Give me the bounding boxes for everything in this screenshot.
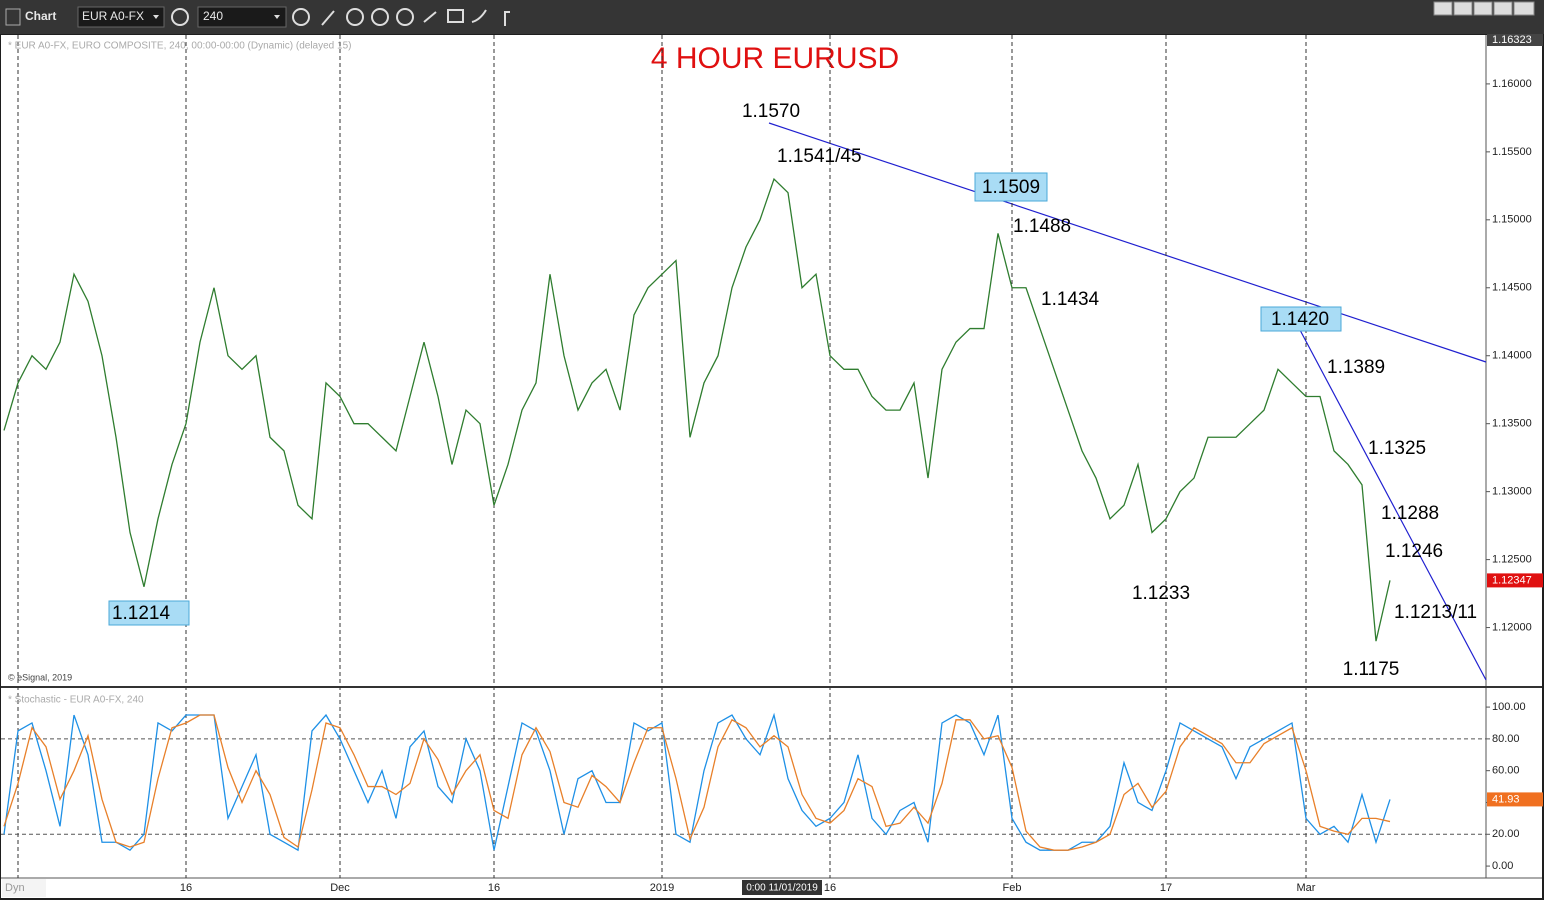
link-tool[interactable] bbox=[423, 11, 437, 23]
annotation: 1.1488 bbox=[1013, 216, 1071, 237]
y-tick-label: 1.14000 bbox=[1492, 350, 1532, 362]
draw-tool[interactable] bbox=[321, 10, 335, 26]
x-tick-label: 16 bbox=[824, 882, 836, 894]
interval[interactable]: 240 bbox=[203, 9, 223, 23]
mode: Dyn bbox=[5, 882, 25, 894]
last-value-badge bbox=[1487, 573, 1543, 588]
annotation: 1.1175 bbox=[1343, 659, 1400, 680]
annotation: 1.1434 bbox=[1041, 289, 1100, 310]
y-tick-label: 1.15000 bbox=[1492, 214, 1532, 226]
chart-icon bbox=[5, 8, 21, 26]
last-value-label: 41.93 bbox=[1492, 793, 1520, 805]
x-tick-label: Dec bbox=[330, 882, 350, 894]
maximize-button[interactable] bbox=[1493, 1, 1513, 16]
close-button[interactable] bbox=[1513, 1, 1535, 16]
source: © eSignal, 2019 bbox=[8, 672, 72, 682]
time-button[interactable] bbox=[292, 8, 310, 26]
y-tick-label: 1.13500 bbox=[1492, 418, 1532, 430]
annotation: 1.1233 bbox=[1132, 583, 1190, 604]
symbol[interactable]: EUR A0-FX bbox=[82, 9, 144, 23]
data-line bbox=[3, 714, 1391, 851]
last-value-badge bbox=[1487, 792, 1543, 807]
y-tick-label: 20.00 bbox=[1492, 828, 1520, 840]
annotation: 1.1420 bbox=[1271, 309, 1329, 330]
annotation: 1.1541/45 bbox=[777, 146, 862, 167]
annotation: 1.1214 bbox=[112, 603, 171, 624]
data-line bbox=[3, 177, 1391, 642]
y-tick-label: 1.12000 bbox=[1492, 621, 1532, 633]
y-tick-label: 100.00 bbox=[1492, 701, 1526, 713]
top-badge bbox=[1487, 34, 1543, 46]
x-tick-label: 17 bbox=[1160, 882, 1172, 894]
study-tool[interactable] bbox=[346, 8, 364, 26]
y-tick-label: 0.00 bbox=[1492, 860, 1513, 872]
x-tick-label: 16 bbox=[488, 882, 500, 894]
symbol-box[interactable] bbox=[77, 6, 165, 28]
status-strip bbox=[2, 879, 46, 897]
chart-area bbox=[1, 35, 1542, 898]
dropdown-arrow[interactable] bbox=[153, 15, 159, 19]
annotation: 1.1389 bbox=[1327, 357, 1385, 378]
annotation: 1.1570 bbox=[742, 101, 800, 122]
comment-tool[interactable] bbox=[447, 9, 464, 23]
cursor-time: 0:00 11/01/2019 bbox=[746, 883, 818, 894]
cursor-box bbox=[742, 880, 822, 895]
twitter-button[interactable] bbox=[471, 9, 487, 23]
trend-line bbox=[768, 122, 1487, 363]
y-tick-label: 1.16000 bbox=[1492, 78, 1532, 90]
y-tick-label: 1.14500 bbox=[1492, 282, 1532, 294]
y-tick-label: 80.00 bbox=[1492, 733, 1520, 745]
help-button[interactable] bbox=[1433, 1, 1453, 16]
dropdown-arrow[interactable] bbox=[274, 15, 280, 19]
data-line bbox=[3, 712, 1391, 852]
x-tick-label: 16 bbox=[180, 882, 192, 894]
annotation: 1.1288 bbox=[1381, 503, 1439, 524]
play-tool[interactable] bbox=[371, 8, 389, 26]
annotation-box bbox=[1260, 306, 1342, 332]
window-title: Chart bbox=[25, 9, 56, 23]
annotation: 1.1246 bbox=[1385, 541, 1443, 562]
annotation: 1.1509 bbox=[982, 177, 1040, 198]
x-tick-label: Mar bbox=[1297, 882, 1316, 894]
y-tick-label: 60.00 bbox=[1492, 765, 1520, 777]
last-value-label: 1.12347 bbox=[1492, 574, 1532, 586]
y-tick-label: 1.13000 bbox=[1492, 486, 1532, 498]
interval-box[interactable] bbox=[197, 6, 287, 28]
minimize-button[interactable] bbox=[1473, 1, 1493, 16]
trend-line bbox=[1299, 329, 1487, 681]
x-tick-label: 2019 bbox=[650, 882, 674, 894]
settings-button[interactable] bbox=[171, 8, 189, 26]
annotation: 1.1325 bbox=[1368, 438, 1426, 459]
chart-title: 4 HOUR EURUSD bbox=[651, 42, 899, 75]
x-tick-label: Feb bbox=[1003, 882, 1022, 894]
facebook-button[interactable] bbox=[504, 11, 510, 26]
chart-info: * EUR A0-FX, EURO COMPOSITE, 240, 00:00-… bbox=[8, 41, 351, 52]
y-tick-label: 1.12500 bbox=[1492, 554, 1532, 566]
annotation-box bbox=[974, 172, 1048, 202]
study-title: * Stochastic - EUR A0-FX, 240 bbox=[8, 695, 144, 706]
restore-button[interactable] bbox=[1453, 1, 1473, 16]
top-label: 1.16323 bbox=[1492, 34, 1532, 46]
y-tick-label: 1.15500 bbox=[1492, 146, 1532, 158]
annotation-box bbox=[108, 600, 190, 626]
annotation: 1.1213/11 bbox=[1394, 602, 1477, 623]
alert-tool[interactable] bbox=[396, 8, 414, 26]
